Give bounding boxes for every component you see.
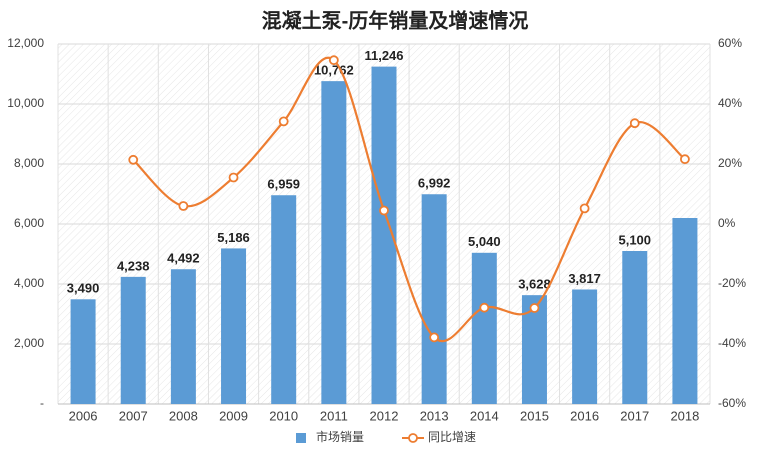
line-marker	[178, 201, 189, 211]
y-tick-label: -	[40, 396, 44, 410]
line-marker	[379, 205, 389, 216]
bar	[70, 299, 96, 404]
bar	[572, 289, 598, 404]
y2-tick-label: 20%	[718, 156, 742, 170]
x-tick-label: 2014	[470, 408, 499, 423]
value-label: 3,817	[568, 271, 601, 286]
bar	[321, 81, 347, 404]
x-tick-label: 2010	[269, 408, 298, 423]
legend-label: 同比增速	[428, 430, 476, 444]
value-label: 6,992	[418, 176, 451, 191]
y-tick-label: 4,000	[14, 276, 44, 290]
line-marker	[629, 118, 640, 129]
y2-tick-label: 0%	[718, 216, 736, 230]
x-tick-label: 2018	[670, 408, 699, 423]
y-tick-label: 12,000	[7, 36, 44, 50]
x-tick-label: 2011	[320, 408, 348, 423]
line-marker	[429, 332, 440, 343]
line-marker	[579, 203, 590, 214]
legend-swatch	[296, 433, 306, 443]
x-tick-label: 2017	[620, 408, 649, 423]
bar	[271, 195, 297, 404]
bar	[120, 276, 146, 404]
y-tick-label: 10,000	[7, 96, 44, 110]
value-label: 4,238	[117, 258, 150, 273]
x-tick-label: 2009	[219, 408, 248, 423]
x-tick-label: 2016	[570, 408, 599, 423]
value-label: 10,762	[314, 63, 354, 78]
value-label: 3,490	[67, 281, 100, 296]
line-marker	[128, 154, 139, 165]
bar	[672, 218, 698, 404]
line-marker	[529, 303, 540, 313]
line-marker	[479, 302, 490, 313]
value-label: 5,186	[217, 230, 250, 245]
value-label: 3,628	[518, 277, 551, 292]
x-tick-label: 2007	[119, 408, 148, 423]
bar	[622, 251, 648, 404]
x-tick-label: 2006	[69, 408, 98, 423]
value-label: 4,492	[167, 251, 200, 266]
value-label: 6,959	[267, 177, 300, 192]
value-label: 5,100	[618, 232, 651, 247]
y2-tick-label: -60%	[718, 396, 746, 410]
line-marker	[680, 154, 690, 165]
y2-tick-label: -40%	[718, 336, 746, 350]
chart-title: 混凝土泵-历年销量及增速情况	[262, 8, 529, 32]
line-marker	[278, 116, 289, 127]
bar	[170, 269, 196, 404]
y-tick-label: 6,000	[14, 216, 44, 230]
x-tick-label: 2008	[169, 408, 198, 423]
line-marker	[328, 55, 339, 66]
y2-tick-label: 60%	[718, 36, 742, 50]
bar	[471, 252, 497, 404]
y-tick-label: 8,000	[14, 156, 44, 170]
value-label: 5,040	[468, 234, 501, 249]
value-label: 11,246	[364, 48, 403, 63]
line-marker	[228, 172, 239, 183]
bar	[221, 248, 247, 404]
y2-tick-label: -20%	[718, 276, 746, 290]
legend-marker	[408, 433, 418, 443]
y-tick-label: 2,000	[14, 336, 44, 350]
x-tick-label: 2015	[520, 408, 549, 423]
bar	[421, 194, 447, 404]
legend-label: 市场销量	[316, 429, 364, 444]
y2-tick-label: 40%	[718, 96, 742, 110]
x-tick-label: 2012	[370, 408, 399, 423]
x-tick-label: 2013	[420, 408, 449, 423]
